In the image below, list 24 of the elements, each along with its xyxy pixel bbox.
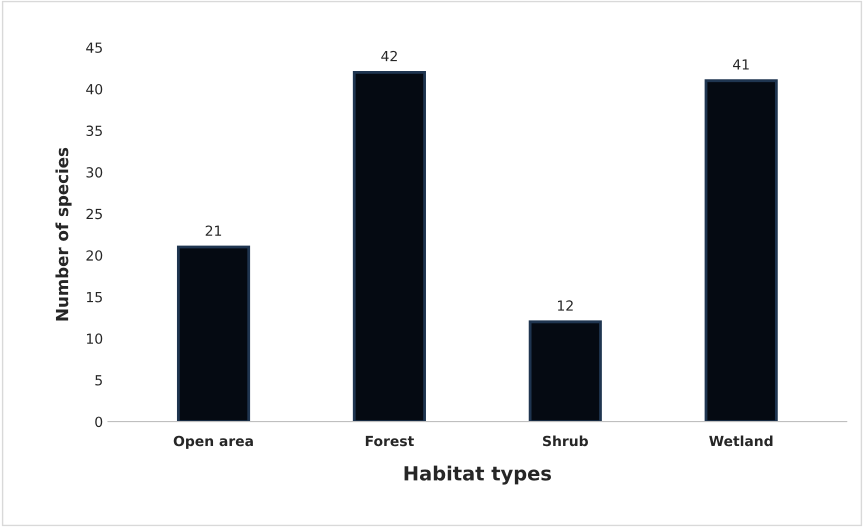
data-label: 42 — [381, 50, 397, 62]
bar — [528, 320, 602, 422]
data-label: 12 — [558, 300, 573, 311]
y-tick-label: 15 — [86, 292, 102, 302]
bar — [352, 70, 426, 422]
y-tick-label: 5 — [95, 375, 102, 386]
x-tick-label: Forest — [366, 436, 414, 446]
x-tick-label: Shrub — [543, 435, 588, 446]
y-axis-title: Number of species — [55, 148, 72, 320]
y-tick-label: 40 — [86, 84, 102, 94]
y-tick-label: 35 — [86, 126, 102, 136]
bar — [704, 79, 778, 422]
x-axis-title: Habitat types — [404, 466, 551, 485]
y-tick-label: 25 — [86, 208, 102, 220]
y-tick-label: 20 — [86, 250, 102, 261]
y-tick-label: 30 — [86, 167, 102, 178]
data-label: 21 — [206, 225, 222, 236]
x-tick-label: Wetland — [709, 435, 772, 446]
y-tick-label: 45 — [86, 42, 102, 53]
y-tick-label: 10 — [86, 333, 102, 344]
y-tick-label: 0 — [95, 416, 102, 428]
x-tick-label: Open area — [174, 436, 253, 449]
bar — [176, 246, 250, 422]
data-label: 41 — [733, 59, 749, 70]
